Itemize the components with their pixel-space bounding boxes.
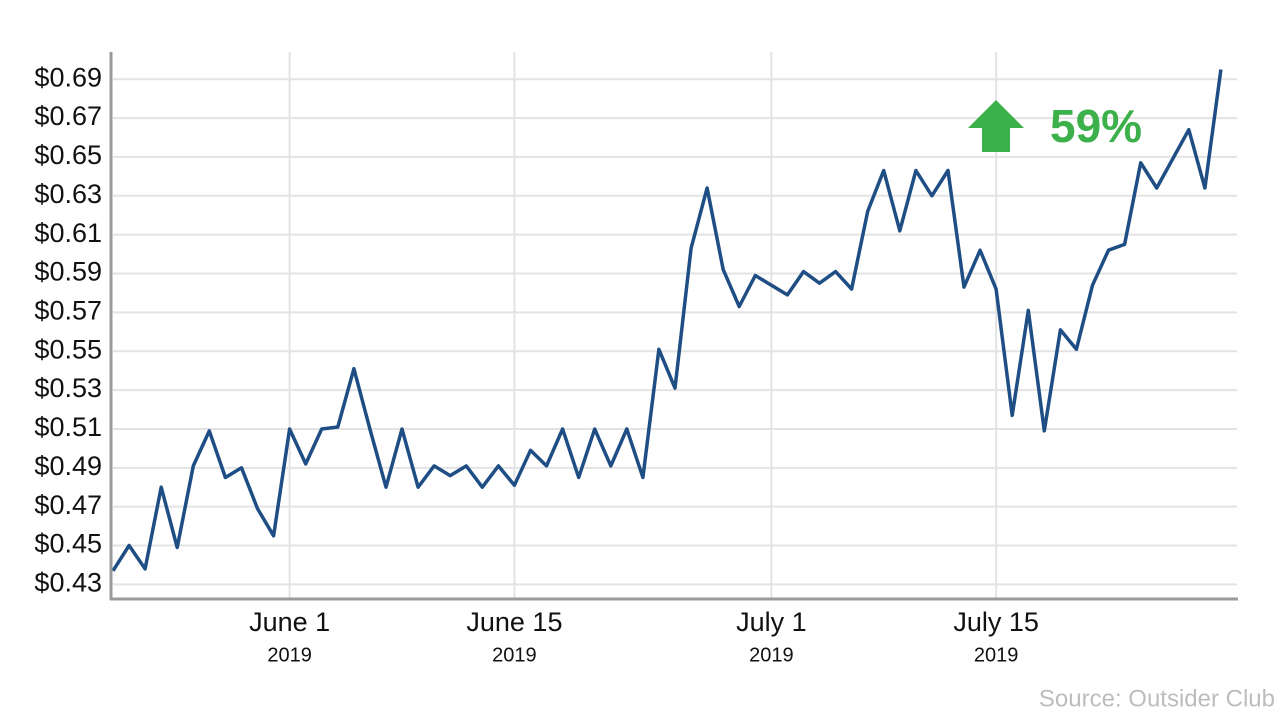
price-line xyxy=(111,69,1223,572)
y-tick-label: $0.49 xyxy=(34,451,102,481)
x-tick-sublabel: 2019 xyxy=(974,644,1019,666)
x-tick-label: June 15 xyxy=(466,607,562,637)
y-tick-label: $0.69 xyxy=(34,62,102,92)
y-tick-label: $0.47 xyxy=(34,490,102,520)
x-tick-label: July 1 xyxy=(736,607,807,637)
y-tick-label: $0.61 xyxy=(34,218,102,248)
source: Source: Outsider Club xyxy=(1039,685,1275,712)
y-tick-label: $0.51 xyxy=(34,412,102,442)
y-tick-label: $0.65 xyxy=(34,140,102,170)
up-arrow xyxy=(968,100,1024,152)
y-tick-label: $0.53 xyxy=(34,373,102,403)
y-tick-label: $0.59 xyxy=(34,257,102,287)
x-tick-sublabel: 2019 xyxy=(492,644,537,666)
y-tick-label: $0.63 xyxy=(34,179,102,209)
y-tick-label: $0.67 xyxy=(34,101,102,131)
x-tick-sublabel: 2019 xyxy=(267,644,312,666)
plot xyxy=(111,69,1223,572)
y-tick-label: $0.45 xyxy=(34,529,102,559)
grid xyxy=(113,52,1237,598)
y-tick-label: $0.57 xyxy=(34,295,102,325)
y-tick-label: $0.55 xyxy=(34,334,102,364)
x-tick-label: July 15 xyxy=(953,607,1039,637)
annotation: 59% xyxy=(1050,100,1142,152)
y-tick-label: $0.43 xyxy=(34,568,102,598)
x-tick-label: June 1 xyxy=(249,607,330,637)
x-tick-sublabel: 2019 xyxy=(749,644,794,666)
